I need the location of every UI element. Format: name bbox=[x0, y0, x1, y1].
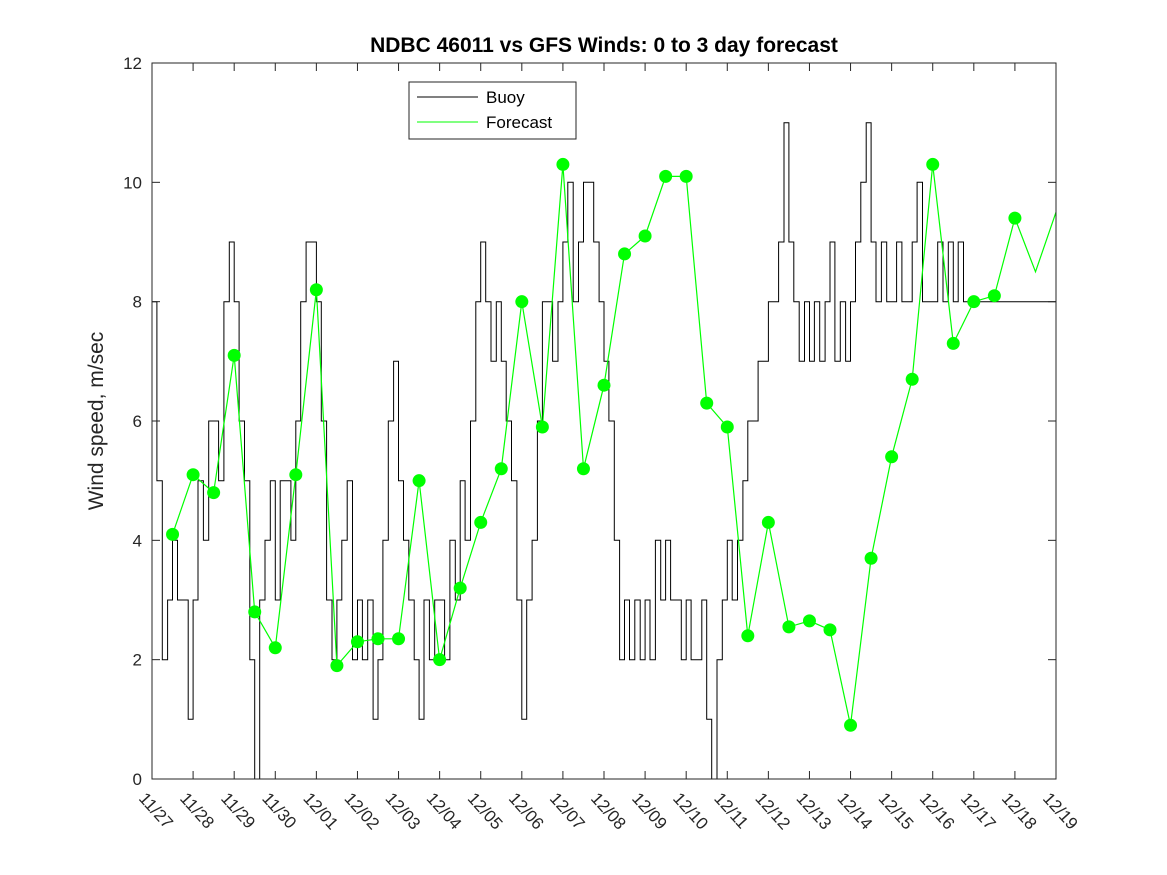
forecast-marker bbox=[227, 348, 241, 362]
forecast-marker bbox=[268, 641, 282, 655]
forecast-line bbox=[171, 164, 1057, 726]
forecast-marker bbox=[802, 614, 816, 628]
y-axis-ticks: 0 2 4 6 8 10 12 bbox=[123, 54, 1056, 789]
forecast-markers bbox=[166, 157, 1022, 732]
forecast-marker bbox=[1008, 211, 1022, 225]
legend-forecast-label: Forecast bbox=[486, 113, 552, 132]
forecast-marker bbox=[392, 632, 406, 646]
forecast-marker bbox=[597, 378, 611, 392]
forecast-marker bbox=[494, 462, 508, 476]
forecast-marker bbox=[967, 295, 981, 309]
forecast-marker bbox=[905, 372, 919, 386]
legend-box bbox=[408, 81, 577, 140]
legend: Buoy Forecast bbox=[408, 81, 577, 140]
forecast-marker bbox=[474, 515, 488, 529]
forecast-marker bbox=[946, 336, 960, 350]
forecast-marker bbox=[618, 247, 632, 261]
forecast-marker bbox=[987, 289, 1001, 303]
forecast-marker bbox=[350, 635, 364, 649]
y-tick-label: 8 bbox=[133, 293, 142, 312]
forecast-marker bbox=[330, 659, 344, 673]
forecast-marker bbox=[556, 157, 570, 171]
forecast-marker bbox=[782, 620, 796, 634]
forecast-marker bbox=[166, 527, 180, 541]
forecast-marker bbox=[720, 420, 734, 434]
y-tick-label: 6 bbox=[133, 412, 142, 431]
forecast-marker bbox=[864, 551, 878, 565]
forecast-marker bbox=[659, 169, 673, 183]
y-tick-label: 10 bbox=[123, 173, 142, 192]
chart-title: NDBC 46011 vs GFS Winds: 0 to 3 day fore… bbox=[370, 34, 838, 57]
forecast-marker bbox=[248, 605, 262, 619]
forecast-marker bbox=[412, 474, 426, 488]
forecast-marker bbox=[638, 229, 652, 243]
forecast-marker bbox=[535, 420, 549, 434]
forecast-marker bbox=[433, 653, 447, 667]
forecast-marker bbox=[823, 623, 837, 637]
plot-area-background bbox=[152, 63, 1056, 779]
forecast-marker bbox=[741, 629, 755, 643]
forecast-marker bbox=[186, 468, 200, 482]
forecast-marker bbox=[885, 450, 899, 464]
forecast-marker bbox=[761, 515, 775, 529]
forecast-series bbox=[171, 164, 1057, 726]
forecast-marker bbox=[844, 718, 858, 732]
forecast-marker bbox=[576, 462, 590, 476]
forecast-marker bbox=[207, 486, 221, 500]
forecast-marker bbox=[700, 396, 714, 410]
forecast-marker bbox=[289, 468, 303, 482]
forecast-marker bbox=[926, 157, 940, 171]
forecast-marker bbox=[309, 283, 323, 297]
y-tick-label: 4 bbox=[133, 531, 142, 550]
legend-buoy-label: Buoy bbox=[486, 88, 525, 107]
forecast-marker bbox=[453, 581, 467, 595]
forecast-marker bbox=[515, 295, 529, 309]
y-tick-label: 12 bbox=[123, 54, 142, 73]
buoy-line bbox=[152, 122, 1056, 780]
buoy-series bbox=[152, 122, 1056, 780]
forecast-marker bbox=[371, 632, 385, 646]
y-tick-label: 0 bbox=[133, 770, 142, 789]
forecast-marker bbox=[679, 169, 693, 183]
y-axis-label: Wind speed, m/sec bbox=[85, 332, 108, 511]
y-tick-label: 2 bbox=[133, 651, 142, 670]
